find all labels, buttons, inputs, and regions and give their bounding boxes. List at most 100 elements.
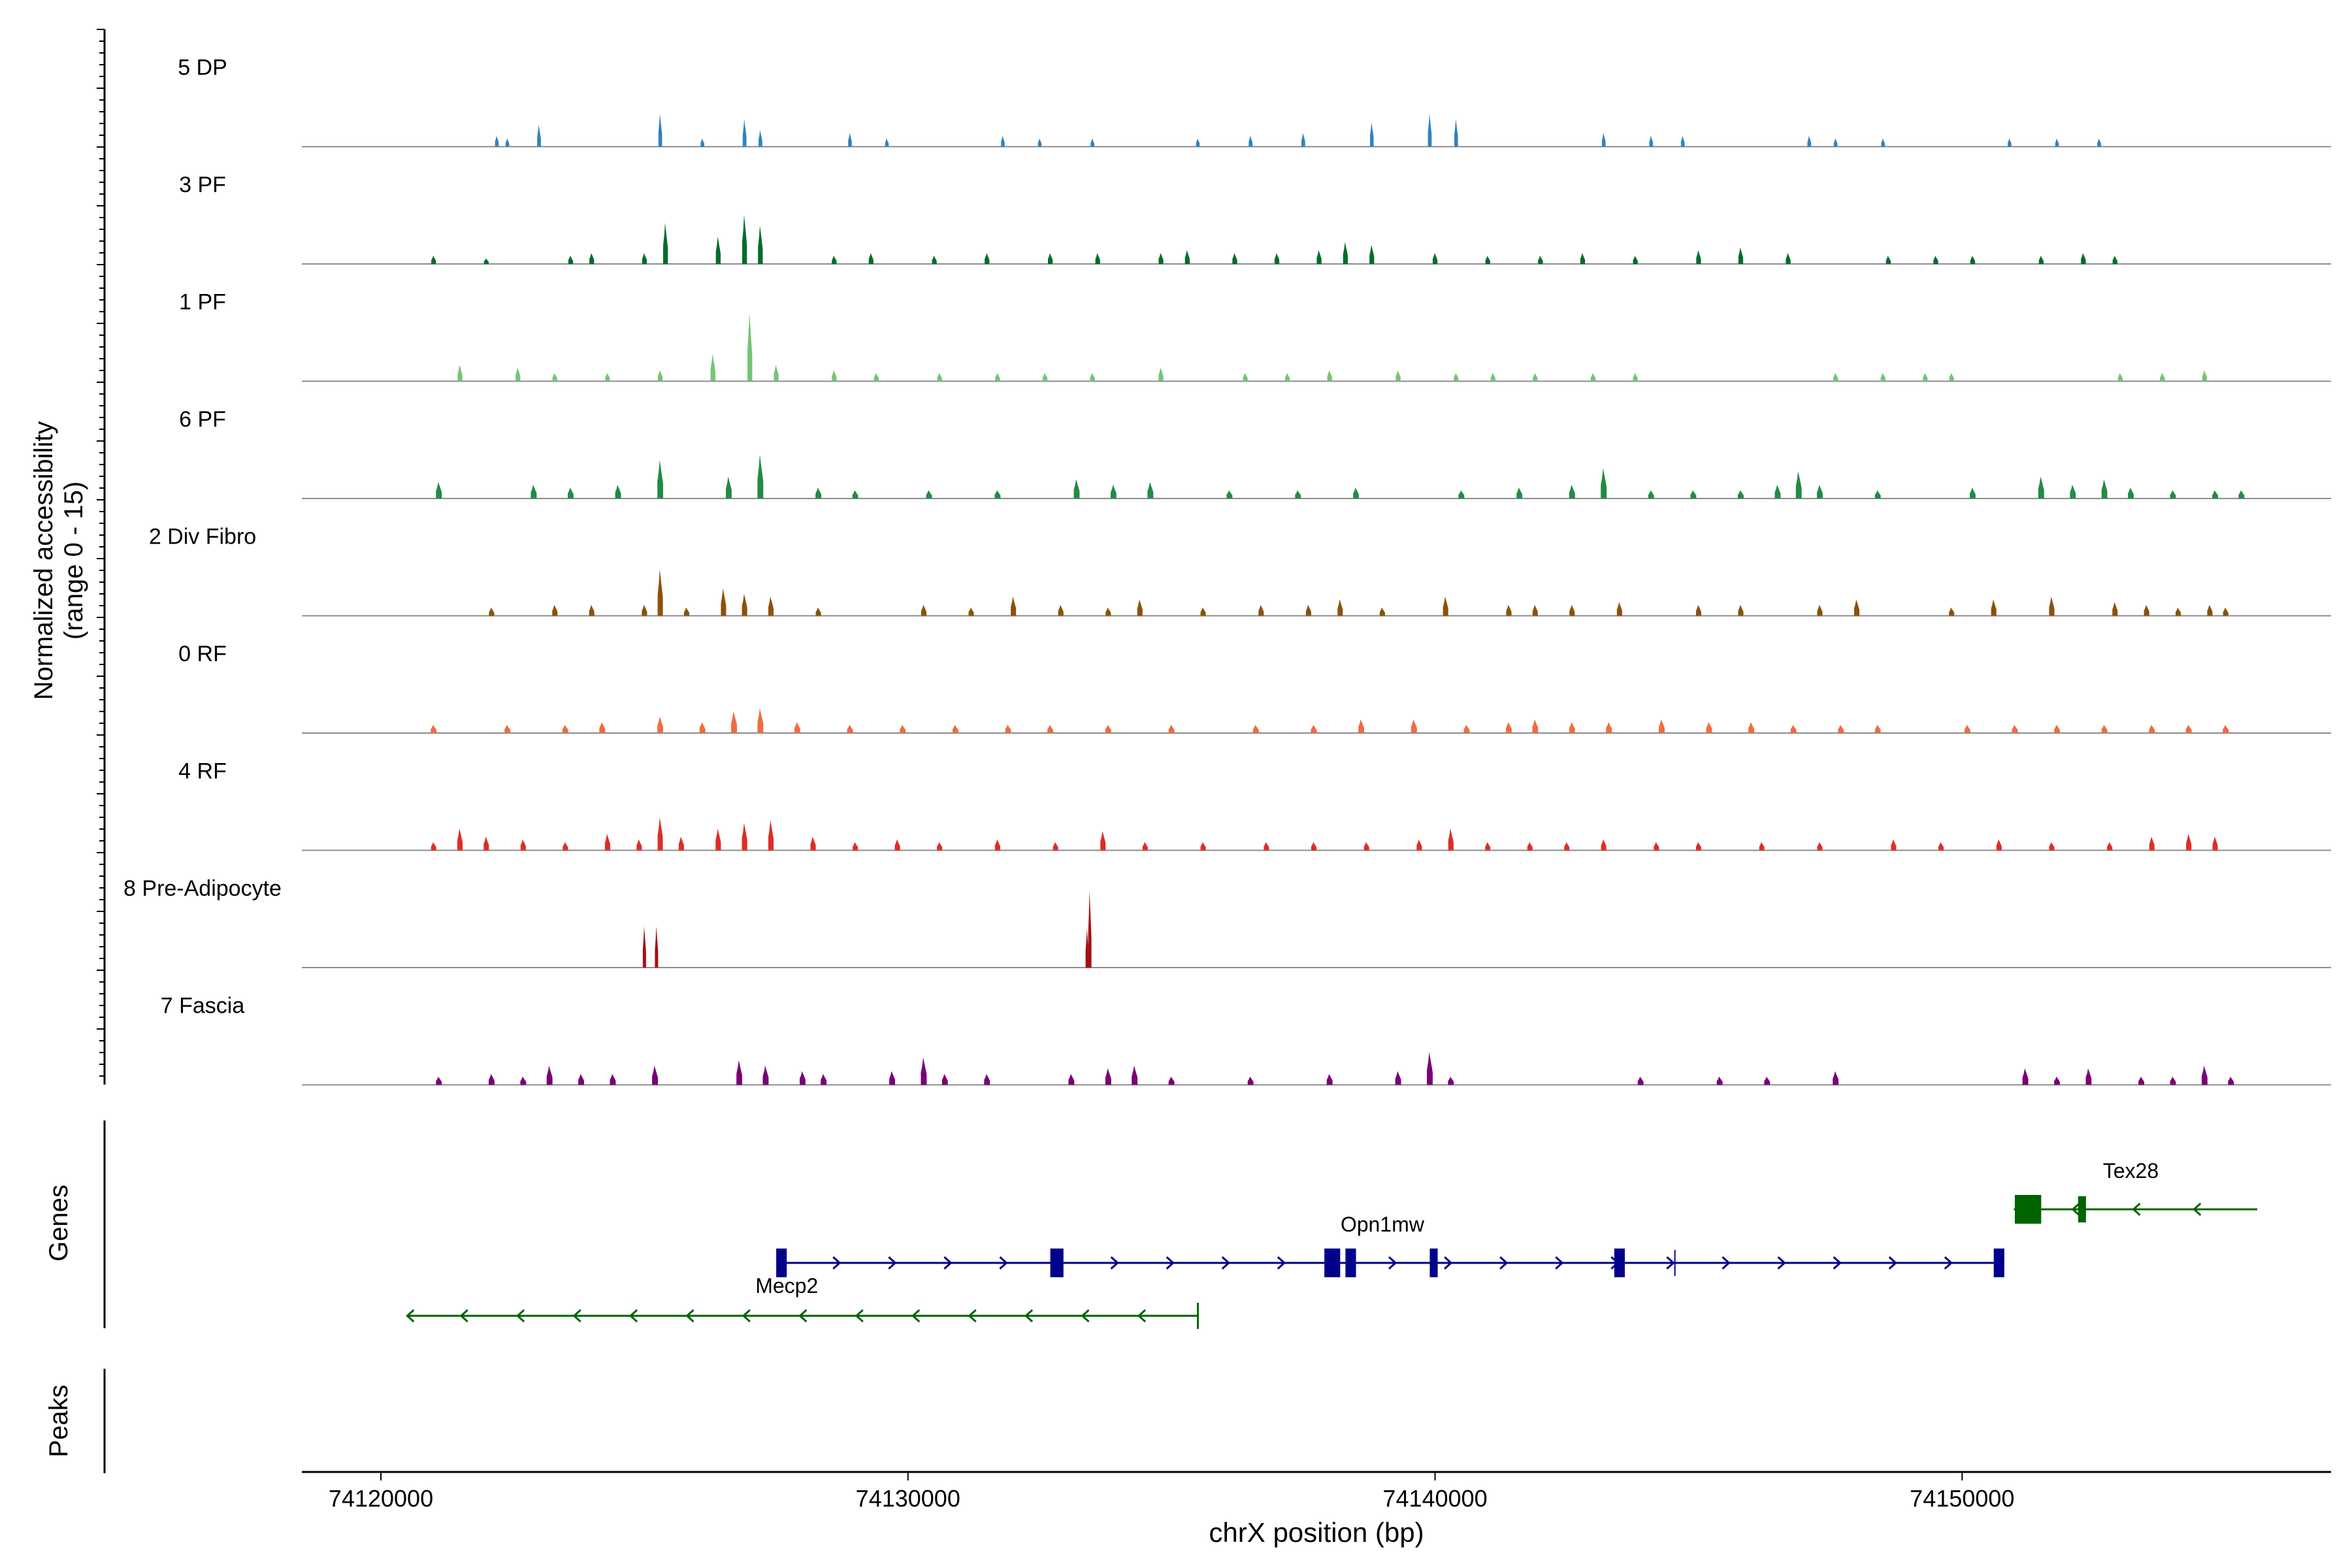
- coverage-peak: [1506, 722, 1512, 733]
- coverage-peak: [1047, 725, 1053, 733]
- coverage-peak: [552, 604, 558, 616]
- gene-exon: [1345, 1249, 1356, 1277]
- coverage-peak: [1590, 372, 1596, 382]
- coverage-peak: [1343, 242, 1348, 264]
- coverage-peak: [457, 828, 463, 851]
- coverage-peak: [2008, 138, 2012, 147]
- coverage-peak: [1379, 607, 1385, 616]
- coverage-peak: [937, 372, 942, 382]
- coverage-peak: [1001, 135, 1005, 147]
- coverage-peak: [1285, 372, 1290, 382]
- coverage-peak: [1111, 485, 1117, 498]
- coverage-peak: [1616, 602, 1622, 616]
- coverage-peak: [2207, 604, 2213, 616]
- coverage-peak: [1427, 1052, 1433, 1085]
- coverage-peak: [457, 365, 463, 382]
- coverage-peak: [937, 841, 943, 851]
- coverage-peak: [1184, 250, 1190, 264]
- coverage-peak: [1274, 253, 1280, 264]
- coverage-peak: [2212, 490, 2218, 498]
- coverage-peak: [1817, 485, 1823, 498]
- coverage-peak: [1949, 607, 1955, 616]
- coverage-peak: [731, 711, 737, 733]
- coverage-peak: [774, 365, 779, 382]
- coverage-peak: [1923, 372, 1928, 382]
- coverage-peak: [1358, 719, 1364, 733]
- coverage-peak: [1996, 839, 2002, 851]
- coverage-peak: [589, 253, 595, 264]
- track-label: 2 Div Fibro: [149, 525, 256, 549]
- gene-tex28: Tex28: [2013, 1159, 2258, 1224]
- coverage-peak: [1748, 722, 1754, 733]
- track-3: 6 PF: [179, 407, 2331, 499]
- coverage-peak: [984, 1073, 990, 1085]
- coverage-peak: [2223, 725, 2229, 733]
- coverage-peak: [968, 607, 974, 616]
- strand-arrow: [968, 1309, 977, 1323]
- coverage-peak: [757, 454, 764, 498]
- coverage-peak: [657, 569, 663, 616]
- coverage-peak: [1606, 722, 1612, 733]
- coverage-peak: [1891, 839, 1897, 851]
- coverage-peak: [759, 130, 762, 147]
- coverage-peak: [1569, 485, 1575, 498]
- coverage-peak: [610, 1073, 616, 1085]
- coverage-peak: [994, 839, 1000, 851]
- coverage-peak: [2138, 1076, 2144, 1085]
- coverage-peak: [726, 476, 732, 498]
- coverage-peak: [605, 372, 610, 382]
- coverage-peak: [1369, 122, 1374, 147]
- coverage-peak: [1580, 253, 1585, 264]
- coverage-peak: [1759, 841, 1765, 851]
- strand-arrow: [911, 1309, 921, 1323]
- coverage-peak: [736, 1060, 742, 1085]
- gene-opn1mw: Opn1mw: [1341, 1213, 1425, 1236]
- gene-label: Tex28: [2103, 1159, 2159, 1183]
- coverage-peak: [504, 725, 511, 733]
- coverage-peak: [1527, 841, 1533, 851]
- coverage-peak: [1353, 487, 1359, 498]
- coverage-peak: [1200, 607, 1206, 616]
- track-0: 5 DP: [178, 56, 2331, 148]
- coverage-peak: [710, 353, 715, 382]
- strand-arrow: [742, 1309, 751, 1323]
- coverage-peak: [578, 1073, 584, 1085]
- coverage-peak: [1448, 1076, 1454, 1085]
- coverage-peak: [520, 839, 526, 851]
- coverage-peak: [2149, 836, 2155, 851]
- coverage-peak: [2012, 725, 2018, 733]
- coverage-peak: [1716, 1076, 1723, 1085]
- coverage-peak: [1648, 490, 1654, 498]
- coverage-peak: [852, 490, 858, 498]
- strand-arrow: [629, 1309, 638, 1323]
- strand-arrow: [855, 1309, 864, 1323]
- coverage-peak: [1454, 372, 1459, 382]
- coverage-peak: [1011, 596, 1017, 616]
- coverage-peak: [941, 1073, 948, 1085]
- coverage-peak: [2107, 841, 2113, 851]
- coverage-peak: [1305, 604, 1311, 616]
- coverage-peak: [874, 372, 879, 382]
- gene-label: Mecp2: [755, 1274, 818, 1298]
- coverage-peak: [952, 725, 958, 733]
- gene-label: Opn1mw: [1341, 1213, 1425, 1236]
- x-tick-label: 74150000: [1910, 1485, 2014, 1512]
- coverage-peak: [1258, 604, 1264, 616]
- coverage-peak: [699, 722, 706, 733]
- coverage-peak: [1037, 138, 1042, 147]
- coverage-peak: [847, 725, 853, 733]
- coverage-peak: [2054, 1076, 2060, 1085]
- coverage-peak: [1105, 725, 1111, 733]
- coverage-peak: [683, 607, 689, 616]
- coverage-peak: [1090, 372, 1095, 382]
- coverage-peak: [652, 1066, 658, 1085]
- strand-arrow: [685, 1309, 694, 1323]
- coverage-peak: [832, 255, 837, 264]
- coverage-peak: [1649, 135, 1654, 147]
- coverage-peak: [2022, 1068, 2029, 1085]
- coverage-peak: [1516, 487, 1522, 498]
- coverage-peak: [1301, 133, 1305, 147]
- gene-exon: [1324, 1249, 1341, 1277]
- coverage-peak: [1970, 255, 1975, 264]
- coverage-peak: [1411, 719, 1417, 733]
